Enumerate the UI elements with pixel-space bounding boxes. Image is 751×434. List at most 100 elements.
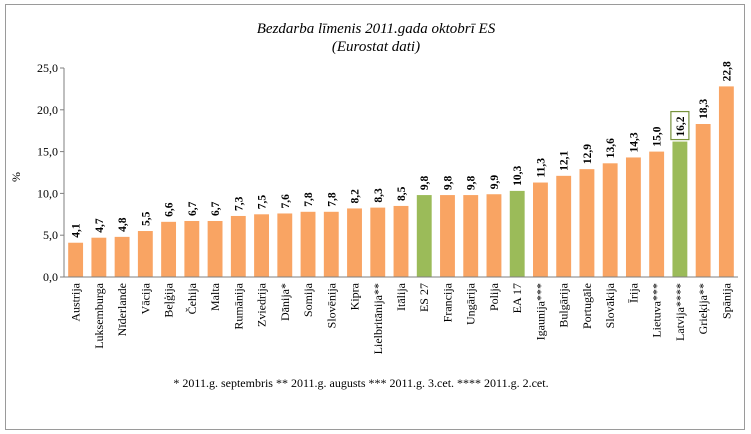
category-label: Bulgārija: [557, 282, 571, 327]
bar: [695, 124, 711, 278]
data-label: 6,7: [210, 201, 222, 216]
category-label: EA 17: [510, 283, 524, 313]
data-label: 6,7: [187, 201, 199, 216]
category-label: ES 27: [417, 283, 431, 312]
bar: [649, 151, 665, 277]
bar: [207, 220, 223, 277]
data-label: 7,3: [233, 196, 245, 211]
category-label: Rumānija: [231, 282, 245, 329]
bars: [68, 86, 734, 278]
data-label: 8,3: [373, 188, 385, 203]
data-label: 12,9: [582, 144, 594, 164]
bar: [579, 169, 595, 277]
data-label: 11,3: [535, 158, 547, 178]
data-label: 7,6: [280, 194, 292, 209]
bar: [370, 207, 386, 277]
bar: [440, 195, 455, 277]
data-label: 22,8: [721, 61, 733, 81]
bar: [556, 175, 572, 277]
bar: [254, 214, 269, 277]
data-label: 16,2: [675, 116, 687, 136]
category-label: Kipra: [348, 282, 362, 310]
bar: [230, 215, 246, 277]
category-label: Lielbritānija**: [371, 283, 385, 354]
category-label: Somija: [301, 282, 315, 317]
bar: [68, 242, 84, 277]
data-labels: 4,1 4,7 4,8 5,5 6,6 6,7 6,7 7,3 7,5 7,6 7,8 7,8 8,2 8…: [71, 61, 734, 238]
data-label: 4,1: [71, 223, 83, 238]
data-label: 7,8: [303, 192, 315, 207]
bar: [509, 190, 525, 277]
data-label: 9,9: [489, 175, 501, 190]
data-label: 18,3: [698, 99, 710, 119]
category-label: Ungārija: [464, 282, 478, 325]
bar: [184, 220, 200, 277]
y-tick-label: 25,0: [37, 61, 58, 75]
bar-chart: Bezdarba līmenis 2011.gada oktobrī ES (E…: [9, 21, 738, 390]
category-label: Francija: [440, 282, 454, 322]
y-tick-label: 10,0: [37, 186, 58, 200]
category-label: Zviedrija: [255, 282, 269, 327]
bar: [323, 211, 339, 277]
data-label: 14,3: [628, 132, 640, 152]
category-label: Lietuva***: [650, 283, 664, 338]
chart-subtitle: (Eurostat dati): [332, 39, 420, 55]
bar: [137, 231, 153, 277]
data-label: 9,8: [442, 175, 454, 190]
bar: [602, 163, 618, 277]
bar: [486, 194, 502, 277]
y-axis-ticks: 0,0 5,0 10,0 15,0 20,0 25,0: [37, 61, 64, 284]
bar: [91, 237, 107, 277]
category-label: Polija: [487, 282, 501, 311]
bar: [114, 236, 130, 277]
y-tick-label: 15,0: [37, 145, 58, 159]
bar: [277, 213, 293, 277]
bar: [393, 205, 409, 277]
data-label: 6,6: [164, 202, 176, 217]
category-label: Nīderlande: [115, 283, 129, 336]
category-label: Čehija: [185, 282, 199, 314]
highlight-label-box: [670, 110, 690, 141]
data-label: 12,1: [559, 150, 571, 170]
bar: [718, 86, 734, 277]
footnote: * 2011.g. septembris ** 2011.g. augusts …: [173, 376, 548, 390]
y-tick-label: 0,0: [43, 270, 58, 284]
data-label: 8,2: [350, 189, 362, 204]
data-label: 9,8: [466, 175, 478, 190]
data-label: 4,7: [94, 218, 106, 233]
data-label: 5,5: [140, 211, 152, 226]
data-label: 4,8: [117, 217, 129, 232]
data-label: 7,5: [257, 195, 269, 210]
bar: [416, 195, 432, 277]
category-label: Dānija*: [278, 283, 292, 321]
category-label: Latvija****: [673, 283, 687, 341]
chart-frame: Bezdarba līmenis 2011.gada oktobrī ES (E…: [5, 4, 745, 430]
category-label: Slovēnija: [324, 282, 338, 328]
bar: [463, 195, 479, 277]
category-label: Luksemburga: [92, 282, 106, 348]
data-label: 10,3: [512, 166, 524, 186]
data-label: 9,8: [419, 175, 431, 190]
bar: [161, 221, 177, 277]
chart-title: Bezdarba līmenis 2011.gada oktobrī ES: [257, 21, 496, 37]
y-tick-label: 20,0: [37, 103, 58, 117]
category-label: Spānija: [719, 282, 733, 319]
bar: [672, 141, 688, 277]
bar: [625, 157, 641, 277]
bar: [300, 211, 316, 277]
category-label: Itālija: [394, 282, 408, 311]
category-label: Vācija: [138, 282, 152, 314]
category-label: Austrija: [69, 282, 83, 321]
category-label: Īrija: [626, 282, 640, 303]
data-label: 8,5: [396, 186, 408, 201]
data-label: 15,0: [652, 126, 664, 146]
y-axis-label: %: [9, 172, 23, 182]
bar: [347, 208, 362, 277]
category-label: Slovākija: [603, 282, 617, 328]
y-tick-label: 5,0: [43, 228, 58, 242]
bar: [533, 182, 548, 277]
category-label: Malta: [208, 282, 222, 311]
category-label: Igaunija***: [533, 283, 547, 340]
category-label: Grieķija**: [696, 283, 710, 334]
data-label: 7,8: [326, 192, 338, 207]
